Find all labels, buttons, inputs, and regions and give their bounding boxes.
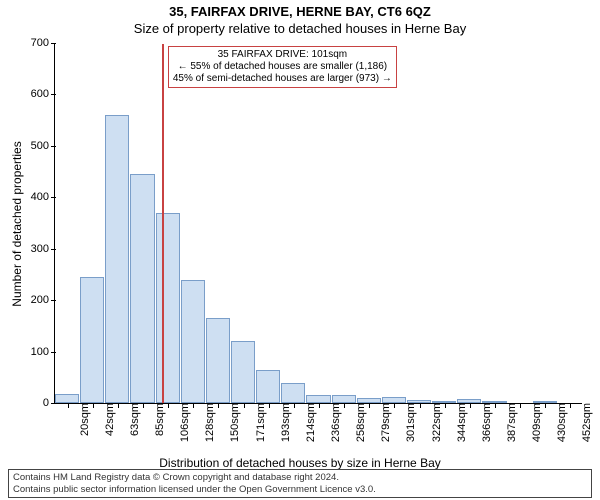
bar [156, 213, 180, 403]
x-tick-label: 128sqm [198, 403, 216, 442]
bar [332, 395, 356, 403]
y-tick-label: 0 [43, 397, 55, 409]
x-tick-label: 214sqm [299, 403, 317, 442]
x-tick-label: 344sqm [450, 403, 468, 442]
bars-group [55, 44, 582, 403]
chart-subtitle: Size of property relative to detached ho… [0, 19, 600, 36]
annotation-line3: 45% of semi-detached houses are larger (… [173, 73, 392, 85]
footer-attribution: Contains HM Land Registry data © Crown c… [8, 469, 592, 498]
y-tick-label: 500 [31, 140, 55, 152]
y-tick-label: 300 [31, 243, 55, 255]
x-tick-label: 42sqm [98, 403, 116, 436]
bar [130, 174, 154, 403]
y-tick-label: 700 [31, 37, 55, 49]
x-tick-label: 430sqm [550, 403, 568, 442]
x-tick-label: 322sqm [425, 403, 443, 442]
marker-line [162, 44, 164, 403]
x-tick-label: 20sqm [73, 403, 91, 436]
x-tick-label: 150sqm [223, 403, 241, 442]
bar [80, 277, 104, 403]
page-title: 35, FAIRFAX DRIVE, HERNE BAY, CT6 6QZ [0, 0, 600, 19]
chart-container: 35, FAIRFAX DRIVE, HERNE BAY, CT6 6QZ Si… [0, 0, 600, 500]
x-tick-label: 452sqm [575, 403, 593, 442]
plot-area: 0100200300400500600700 20sqm42sqm63sqm85… [54, 44, 582, 404]
y-tick-label: 200 [31, 294, 55, 306]
x-tick-label: 279sqm [374, 403, 392, 442]
bar [181, 280, 205, 403]
x-tick-label: 387sqm [500, 403, 518, 442]
bar [105, 115, 129, 403]
bar [206, 318, 230, 403]
x-tick-label: 301sqm [399, 403, 417, 442]
footer-line1: Contains HM Land Registry data © Crown c… [13, 472, 587, 483]
annotation-line2: ← 55% of detached houses are smaller (1,… [173, 61, 392, 73]
bar [306, 395, 330, 403]
y-axis-label: Number of detached properties [10, 141, 24, 306]
bar [231, 341, 255, 403]
x-tick-label: 63sqm [123, 403, 141, 436]
bar [256, 370, 280, 403]
y-tick-label: 400 [31, 191, 55, 203]
y-tick-label: 100 [31, 346, 55, 358]
x-axis-label: Distribution of detached houses by size … [0, 456, 600, 470]
annotation-box: 35 FAIRFAX DRIVE: 101sqm ← 55% of detach… [168, 46, 397, 88]
y-tick-label: 600 [31, 88, 55, 100]
x-tick-label: 236sqm [324, 403, 342, 442]
annotation-line1: 35 FAIRFAX DRIVE: 101sqm [173, 49, 392, 61]
bar [281, 383, 305, 403]
x-tick-label: 85sqm [148, 403, 166, 436]
footer-line2: Contains public sector information licen… [13, 484, 587, 495]
x-tick-label: 193sqm [274, 403, 292, 442]
x-tick-label: 106sqm [173, 403, 191, 442]
x-tick-label: 409sqm [525, 403, 543, 442]
bar [55, 394, 79, 403]
x-tick-label: 258sqm [349, 403, 367, 442]
x-tick-label: 366sqm [475, 403, 493, 442]
x-tick-label: 171sqm [249, 403, 267, 442]
